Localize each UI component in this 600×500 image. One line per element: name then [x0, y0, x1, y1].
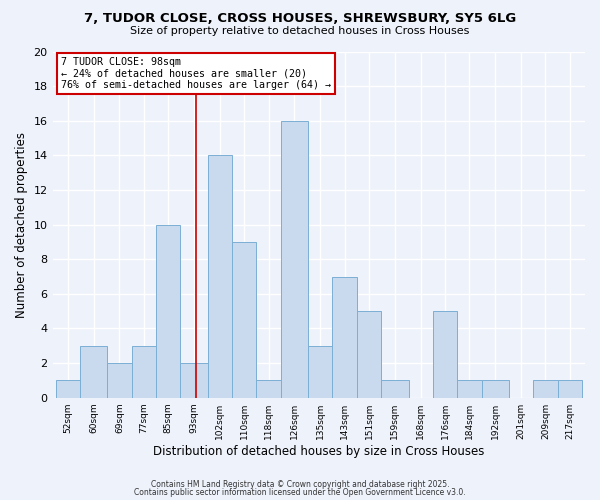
Bar [56, 380, 80, 398]
Text: 7 TUDOR CLOSE: 98sqm
← 24% of detached houses are smaller (20)
76% of semi-detac: 7 TUDOR CLOSE: 98sqm ← 24% of detached h… [61, 56, 331, 90]
Bar [433, 311, 457, 398]
Bar [281, 120, 308, 398]
Bar [80, 346, 107, 398]
Text: Contains HM Land Registry data © Crown copyright and database right 2025.: Contains HM Land Registry data © Crown c… [151, 480, 449, 489]
Text: Contains public sector information licensed under the Open Government Licence v3: Contains public sector information licen… [134, 488, 466, 497]
Bar [381, 380, 409, 398]
Y-axis label: Number of detached properties: Number of detached properties [15, 132, 28, 318]
Bar [457, 380, 482, 398]
Bar [557, 380, 582, 398]
Bar [256, 380, 281, 398]
Bar [482, 380, 509, 398]
Bar [357, 311, 381, 398]
Bar [232, 242, 256, 398]
Bar [308, 346, 332, 398]
Bar [107, 363, 131, 398]
Text: 7, TUDOR CLOSE, CROSS HOUSES, SHREWSBURY, SY5 6LG: 7, TUDOR CLOSE, CROSS HOUSES, SHREWSBURY… [84, 12, 516, 26]
Bar [181, 363, 208, 398]
Bar [208, 156, 232, 398]
Bar [131, 346, 156, 398]
X-axis label: Distribution of detached houses by size in Cross Houses: Distribution of detached houses by size … [153, 444, 484, 458]
Bar [533, 380, 557, 398]
Text: Size of property relative to detached houses in Cross Houses: Size of property relative to detached ho… [130, 26, 470, 36]
Bar [156, 224, 181, 398]
Bar [332, 276, 357, 398]
